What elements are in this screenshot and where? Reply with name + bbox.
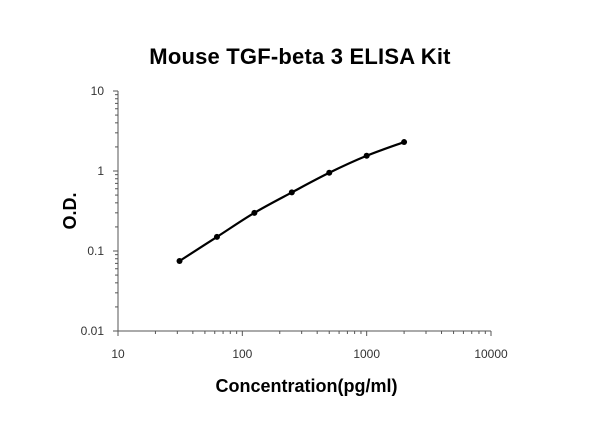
data-point (251, 209, 258, 216)
y-tick-label: 10 (91, 84, 105, 98)
y-axis-title: O.D. (60, 192, 80, 229)
y-tick-label: 1 (97, 164, 104, 178)
axes (117, 91, 491, 332)
data-point (213, 233, 220, 240)
data-series (176, 139, 408, 264)
y-tick-label: 0.1 (87, 244, 104, 258)
x-tick-label: 10000 (474, 347, 508, 361)
x-tick-label: 100 (232, 347, 252, 361)
data-point (401, 139, 408, 146)
x-tick-label: 1000 (353, 347, 380, 361)
y-tick-label: 0.01 (81, 324, 105, 338)
data-point (288, 189, 295, 196)
data-point (363, 152, 370, 159)
tick-labels: 0.01 0.1 1 10 10 100 1000 10000 (81, 84, 508, 361)
ticks (113, 90, 492, 336)
x-axis-title: Concentration(pg/ml) (216, 376, 398, 396)
data-point (176, 257, 183, 264)
series-line (178, 140, 406, 263)
data-point (326, 169, 333, 176)
x-tick-label: 10 (111, 347, 125, 361)
chart-title: Mouse TGF-beta 3 ELISA Kit (149, 44, 451, 69)
